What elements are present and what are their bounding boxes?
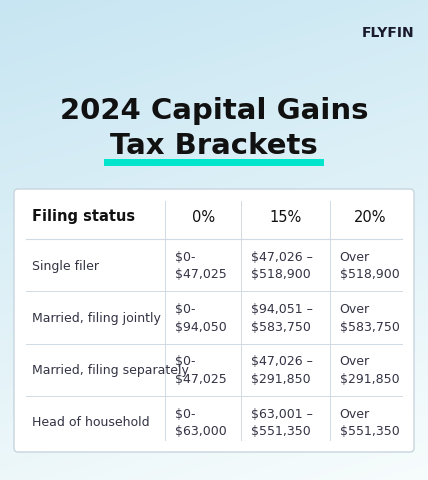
Text: $0-
$47,025: $0- $47,025: [175, 355, 227, 385]
Text: Married, filing separately: Married, filing separately: [32, 363, 189, 376]
Text: $47,026 –
$518,900: $47,026 – $518,900: [251, 251, 313, 281]
FancyBboxPatch shape: [14, 190, 414, 452]
Text: 0%: 0%: [192, 209, 215, 224]
Text: 2024 Capital Gains: 2024 Capital Gains: [60, 97, 368, 125]
Text: $47,026 –
$291,850: $47,026 – $291,850: [251, 355, 313, 385]
Text: Over
$291,850: Over $291,850: [340, 355, 399, 385]
Text: 20%: 20%: [354, 209, 386, 224]
Text: Tax Brackets: Tax Brackets: [110, 132, 318, 160]
Text: Over
$551,350: Over $551,350: [340, 407, 399, 437]
Text: FLYFIN: FLYFIN: [361, 26, 414, 40]
Text: $94,051 –
$583,750: $94,051 – $583,750: [251, 302, 313, 333]
Text: $0-
$47,025: $0- $47,025: [175, 251, 227, 281]
FancyBboxPatch shape: [104, 159, 324, 166]
Text: $0-
$63,000: $0- $63,000: [175, 407, 227, 437]
Text: Over
$583,750: Over $583,750: [340, 302, 399, 333]
Text: Single filer: Single filer: [32, 259, 99, 272]
Text: $0-
$94,050: $0- $94,050: [175, 302, 227, 333]
Text: $63,001 –
$551,350: $63,001 – $551,350: [251, 407, 313, 437]
Text: Over
$518,900: Over $518,900: [340, 251, 399, 281]
Text: Married, filing jointly: Married, filing jointly: [32, 311, 161, 324]
Text: Filing status: Filing status: [32, 209, 135, 224]
Text: Head of household: Head of household: [32, 416, 150, 429]
Text: 15%: 15%: [269, 209, 302, 224]
